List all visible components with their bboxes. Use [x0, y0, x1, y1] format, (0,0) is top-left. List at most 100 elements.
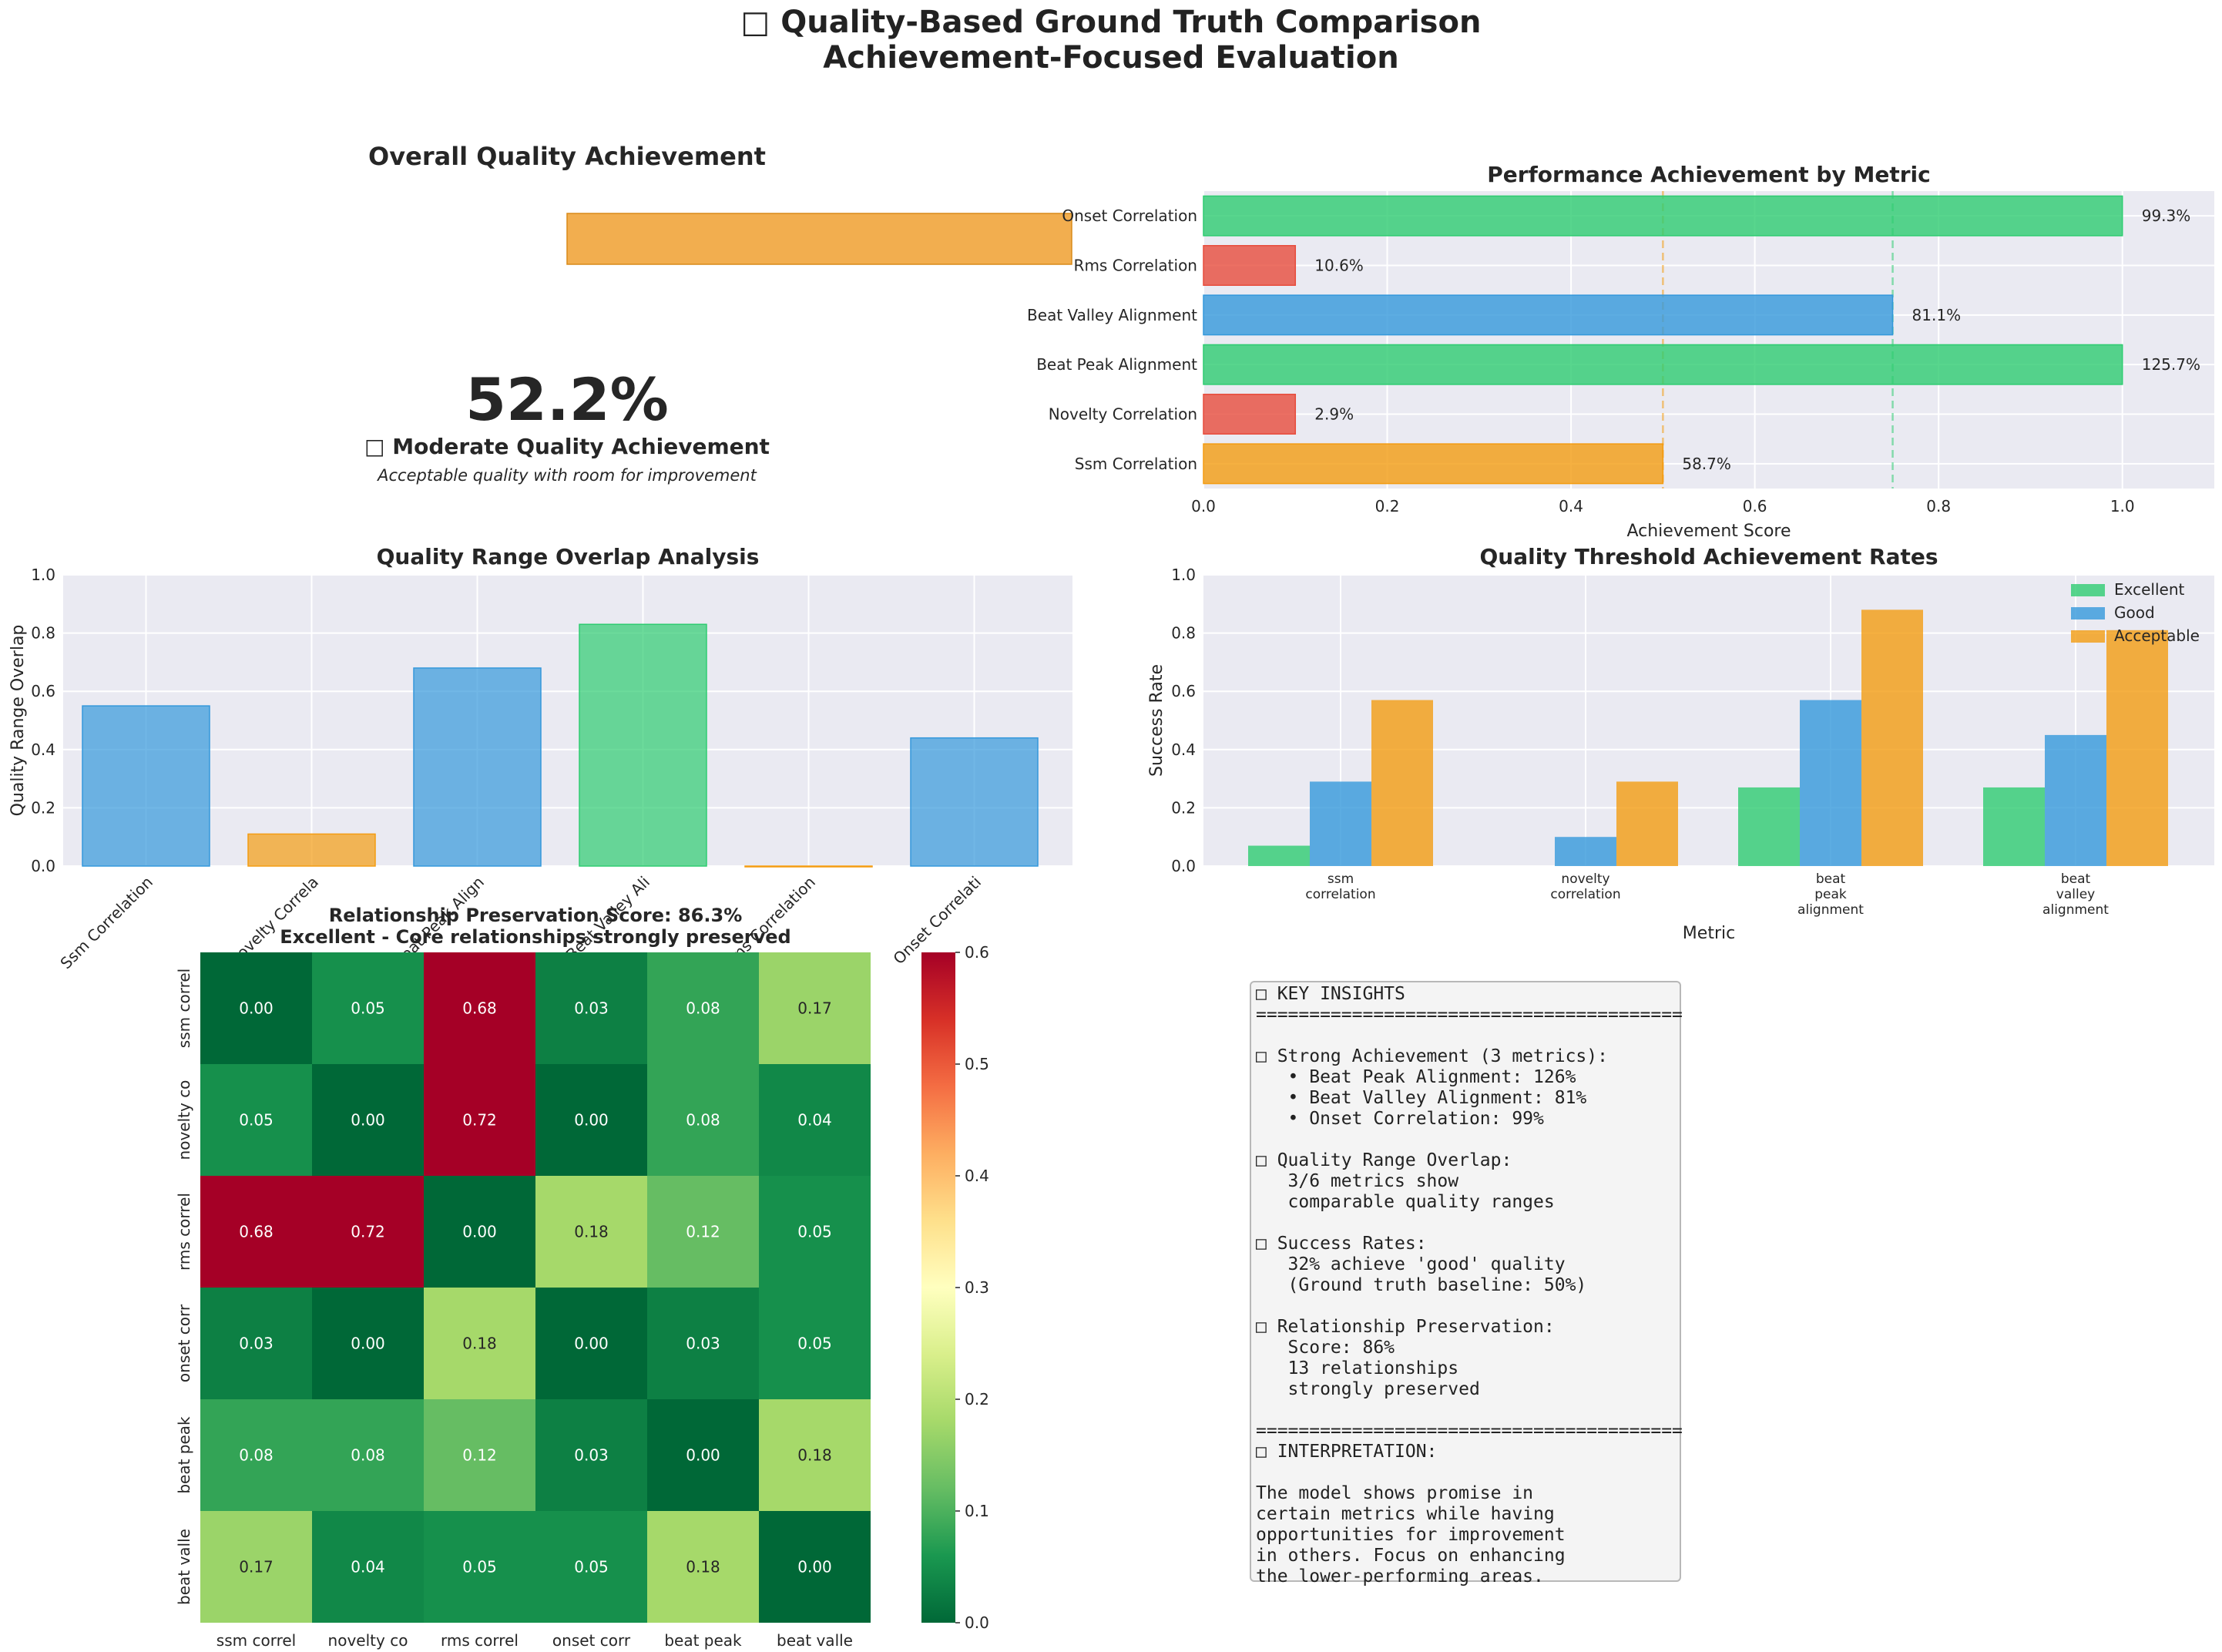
x-tick-label: novelty co — [328, 1631, 408, 1650]
bar — [413, 667, 542, 867]
heatmap-cell — [424, 952, 535, 1064]
insight-line: ======================================== — [1256, 1421, 1683, 1441]
y-tick-label: 0.6 — [31, 682, 55, 700]
insight-line — [1256, 1213, 1675, 1234]
x-axis-label: Achievement Score — [1626, 522, 1791, 541]
heatmap-cell — [424, 1399, 535, 1511]
heatmap-cell — [312, 1511, 424, 1623]
insight-line: The model shows promise in — [1256, 1483, 1534, 1503]
heatmap-cell — [200, 1176, 312, 1288]
heatmap-value: 0.12 — [686, 1223, 720, 1241]
bar-acceptable — [1861, 609, 1923, 866]
overall-achievement-panel: Overall Quality Achievement 52.2% □ Mode… — [364, 142, 1072, 485]
threshold-chart: 0.00.20.40.60.81.0ssmcorrelationnoveltyc… — [1147, 544, 2214, 943]
heatmap-cell — [759, 1511, 871, 1623]
heatmap-cell — [647, 1288, 759, 1399]
x-tick-label: beat — [1816, 871, 1846, 887]
insight-line: □ INTERPRETATION: — [1256, 1442, 1438, 1462]
bar-acceptable — [1371, 700, 1433, 866]
heatmap-value: 0.03 — [574, 999, 609, 1018]
x-tick-label: alignment — [2042, 902, 2109, 918]
heatmap-cell — [647, 1399, 759, 1511]
y-tick-label: 0.8 — [1171, 624, 1196, 643]
data-label: 58.7% — [1682, 455, 1731, 473]
x-tick-label: beat valle — [777, 1631, 853, 1650]
insight-line: in others. Focus on enhancing — [1256, 1546, 1566, 1566]
bar-acceptable — [1616, 781, 1678, 866]
y-tick-label: 0.4 — [31, 740, 55, 759]
y-axis-label: Quality Range Overlap — [8, 625, 28, 817]
bar — [744, 865, 873, 868]
insight-line — [1256, 1400, 1675, 1421]
legend-swatch — [2071, 607, 2105, 620]
colorbar-tick-label: 0.5 — [965, 1055, 989, 1073]
y-tick-label: Beat Peak Alignment — [1036, 355, 1197, 374]
data-label: 125.7% — [2142, 355, 2200, 374]
heatmap-value: 0.00 — [351, 1111, 385, 1130]
y-tick-label: 0.6 — [1171, 682, 1196, 700]
chart-title: Quality Threshold Achievement Rates — [1479, 544, 1938, 569]
heatmap-value: 0.08 — [686, 1111, 720, 1130]
heatmap-value: 0.00 — [574, 1335, 609, 1353]
insight-line — [1256, 1130, 1675, 1150]
colorbar-tick-label: 0.1 — [965, 1502, 989, 1520]
heatmap-value: 0.05 — [797, 1335, 832, 1353]
x-tick-label: 0.0 — [1191, 497, 1216, 515]
bar-good — [1800, 700, 1861, 866]
x-tick-label: valley — [2056, 887, 2095, 902]
bar — [1203, 195, 2123, 237]
heatmap-cell — [312, 1064, 424, 1176]
legend-swatch — [2071, 630, 2105, 643]
data-label: 10.6% — [1314, 257, 1364, 275]
insight-line: strongly preserved — [1256, 1379, 1480, 1399]
y-tick-label: Ssm Correlation — [1075, 455, 1197, 473]
heatmap-value: 0.00 — [462, 1223, 497, 1241]
y-tick-label: beat valle — [175, 1529, 193, 1605]
bar-good — [1555, 837, 1616, 866]
heatmap-value: 0.03 — [574, 1446, 609, 1465]
heatmap-value: 0.00 — [797, 1558, 832, 1576]
legend-label: Good — [2114, 603, 2155, 622]
x-tick-label: ssm correl — [216, 1631, 296, 1650]
insight-line: 3/6 metrics show — [1256, 1171, 1459, 1191]
heatmap-value: 0.05 — [797, 1223, 832, 1241]
colorbar-tick-label: 0.4 — [965, 1167, 989, 1185]
insight-line: certain metrics while having — [1256, 1504, 1555, 1524]
plot-background — [63, 575, 1072, 866]
heatmap-cell — [535, 1399, 647, 1511]
insight-line: (Ground truth baseline: 50%) — [1256, 1275, 1587, 1295]
heatmap-value: 0.12 — [462, 1446, 497, 1465]
x-tick-label: 0.4 — [1559, 497, 1583, 515]
bar — [579, 623, 707, 867]
insight-line: □ KEY INSIGHTS — [1256, 984, 1405, 1004]
y-tick-label: Beat Valley Alignment — [1027, 306, 1197, 324]
insight-line — [1256, 1462, 1675, 1483]
y-tick-label: 1.0 — [1171, 566, 1196, 584]
bar — [1203, 245, 1297, 286]
insight-line — [1256, 1296, 1675, 1317]
performance-chart: 0.0 0.2 0.4 0.6 0.8 1.0 Onset Correlation 99.3%… — [1027, 162, 2214, 541]
overall-achievement-status: □ Moderate Quality Achievement — [364, 434, 770, 459]
heatmap-value: 0.17 — [239, 1558, 274, 1576]
heatmap-cell — [759, 1176, 871, 1288]
bar-excellent — [1248, 845, 1310, 866]
x-tick-label: novelty — [1561, 871, 1609, 887]
heatmap-cell — [759, 1288, 871, 1399]
heatmap-cell — [424, 1288, 535, 1399]
colorbar-tick-label: 0.2 — [965, 1390, 989, 1409]
relationship-heatmap: 0.00 0.05 0.68 0.03 0.08 0.170.05 0.00 0.72 0.00… — [175, 905, 989, 1650]
x-tick-label: ssm — [1327, 871, 1354, 887]
heatmap-cell — [759, 1064, 871, 1176]
insight-line: the lower-performing areas. — [1256, 1566, 1544, 1587]
y-tick-label: beat peak — [175, 1416, 193, 1494]
heatmap-cell — [535, 1176, 647, 1288]
figure-title: □ Quality-Based Ground Truth Comparison … — [0, 5, 2222, 76]
heatmap-value: 0.72 — [351, 1223, 385, 1241]
y-tick-label: Rms Correlation — [1074, 257, 1197, 275]
heatmap-cell — [312, 1399, 424, 1511]
y-tick-label: 0.2 — [1171, 798, 1196, 817]
chart-title: Performance Achievement by Metric — [1487, 162, 1930, 187]
figure-title-line-2: Achievement-Focused Evaluation — [823, 40, 1399, 76]
plot-background — [1203, 191, 2214, 489]
y-tick-label: 1.0 — [31, 566, 55, 584]
